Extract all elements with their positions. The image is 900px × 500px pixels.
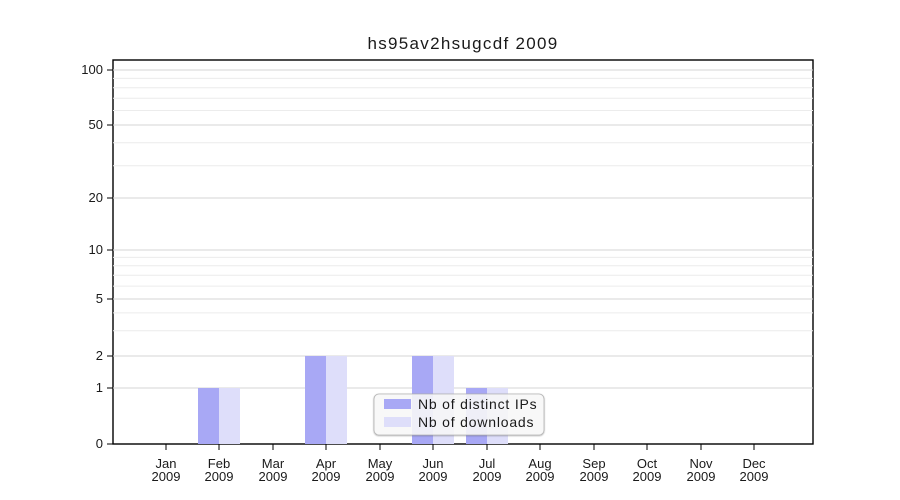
svg-text:10: 10: [89, 242, 103, 257]
svg-text:Nb of downloads: Nb of downloads: [418, 414, 534, 430]
svg-text:2009: 2009: [152, 469, 181, 484]
svg-text:2009: 2009: [526, 469, 555, 484]
svg-text:20: 20: [89, 190, 103, 205]
svg-text:2009: 2009: [473, 469, 502, 484]
svg-text:2009: 2009: [419, 469, 448, 484]
svg-text:2009: 2009: [259, 469, 288, 484]
svg-text:2009: 2009: [205, 469, 234, 484]
svg-text:2009: 2009: [580, 469, 609, 484]
svg-text:50: 50: [89, 117, 103, 132]
svg-text:Nb of distinct IPs: Nb of distinct IPs: [418, 396, 537, 412]
svg-text:2009: 2009: [366, 469, 395, 484]
svg-text:hs95av2hsugcdf 2009: hs95av2hsugcdf 2009: [367, 34, 558, 53]
svg-text:100: 100: [81, 62, 103, 77]
svg-text:1: 1: [96, 380, 103, 395]
svg-text:2009: 2009: [633, 469, 662, 484]
svg-text:2009: 2009: [687, 469, 716, 484]
svg-text:2009: 2009: [312, 469, 341, 484]
svg-text:2: 2: [96, 348, 103, 363]
svg-text:2009: 2009: [740, 469, 769, 484]
svg-text:0: 0: [96, 436, 103, 451]
svg-text:5: 5: [96, 291, 103, 306]
